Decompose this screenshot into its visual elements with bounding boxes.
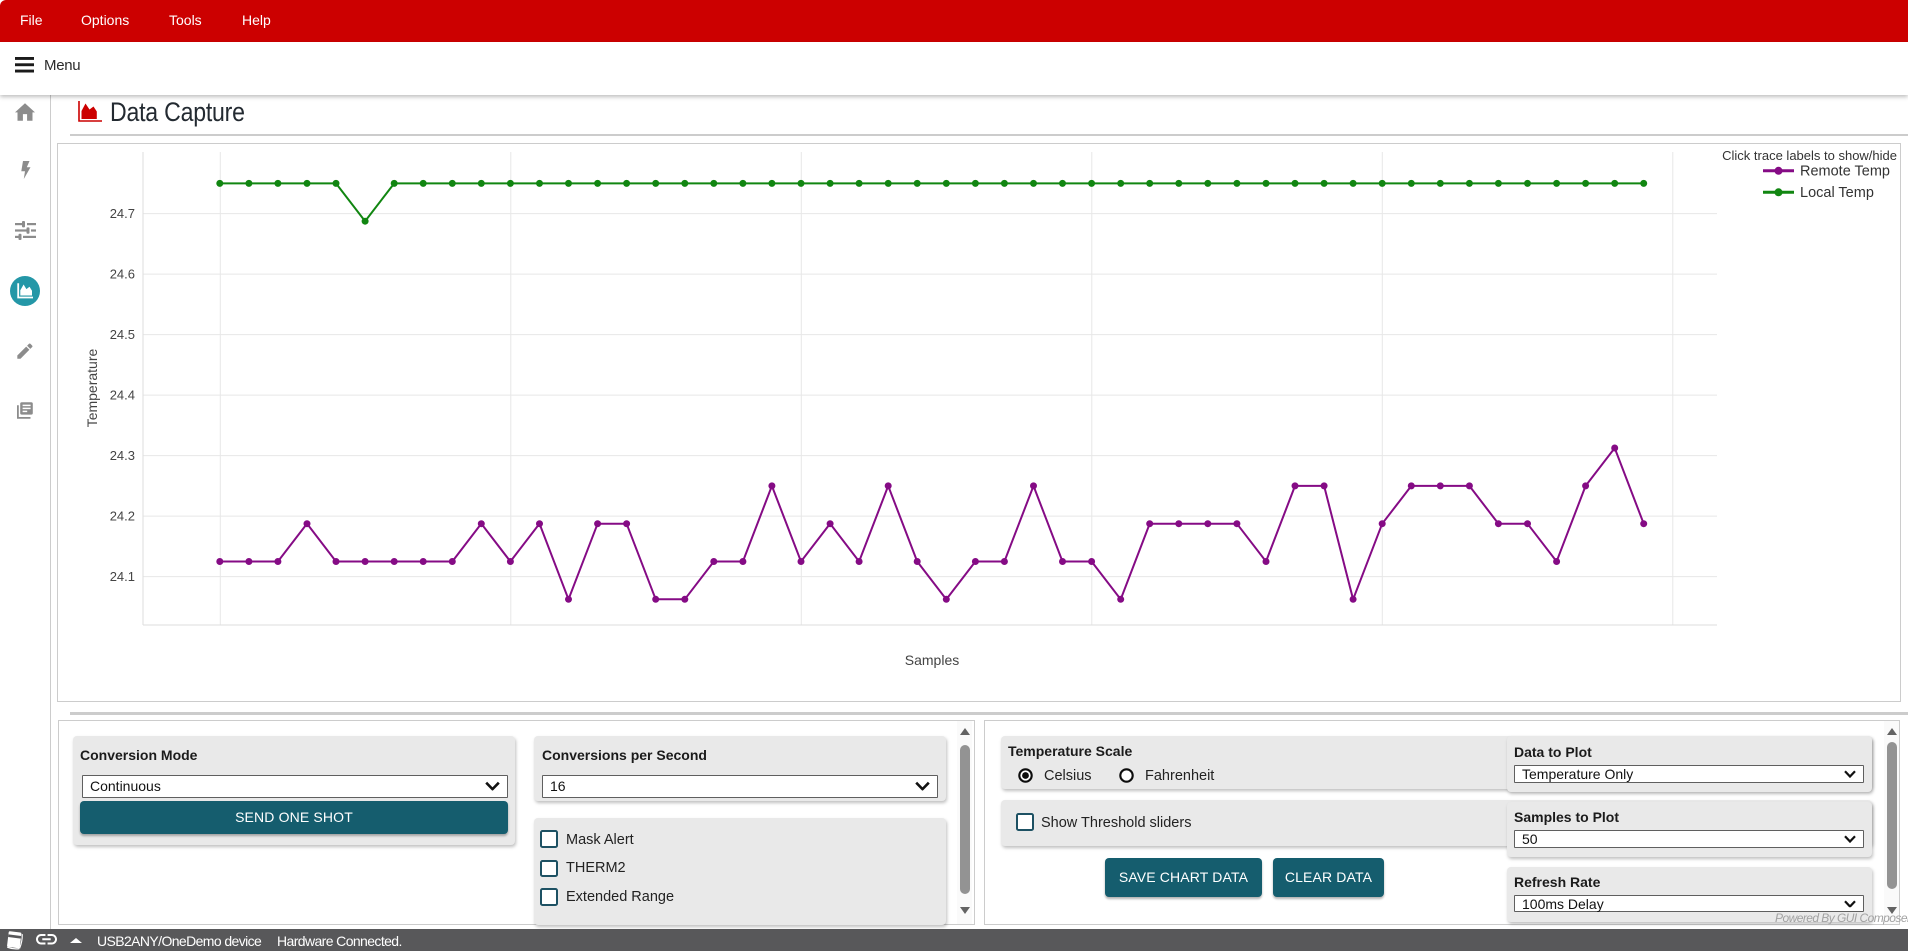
svg-text:24.4: 24.4 [110,388,135,403]
svg-text:Click trace labels to show/hid: Click trace labels to show/hide [1722,148,1897,163]
svg-text:24.1: 24.1 [110,569,135,584]
svg-text:24.3: 24.3 [110,448,135,463]
svg-text:24.5: 24.5 [110,327,135,342]
svg-text:24.7: 24.7 [110,206,135,221]
svg-text:Remote Temp: Remote Temp [1800,164,1890,180]
svg-text:Temperature: Temperature [84,348,100,427]
svg-text:24.6: 24.6 [110,267,135,282]
svg-text:Local Temp: Local Temp [1800,185,1874,201]
svg-text:Samples: Samples [905,652,959,668]
svg-text:24.2: 24.2 [110,509,135,524]
